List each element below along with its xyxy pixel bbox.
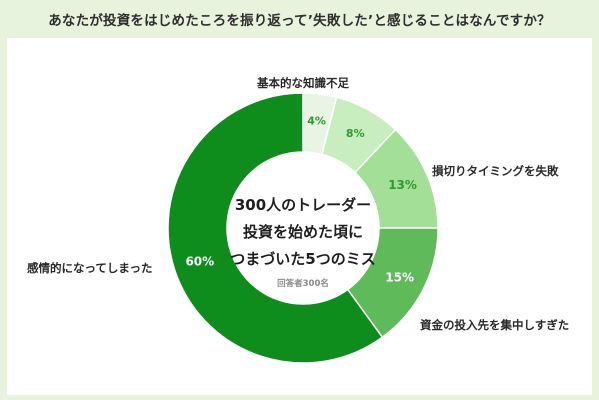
center-line-1: 300人のトレーダー [235,196,371,214]
category-label-knowledge: 基本的な知識不足 [256,76,349,90]
donut-chart: 4% 8% 13% 15% 60% 基本的な知識不足 損切りタイミングを失敗 資金の投入… [27,76,569,364]
slice-value-label-4: 15% [385,270,414,284]
slice-value-label-3: 13% [388,178,417,192]
slice-labels-layer: 4% 8% 13% 15% 60% [185,114,417,284]
slice-value-label-5: 60% [185,255,214,269]
category-label-concentration: 資金の投入先を集中しすぎた [420,318,569,332]
slices-layer [167,92,439,364]
slice-value-label-1: 4% [307,114,326,127]
center-line-3: つまづいた5つのミス [230,250,375,268]
center-line-2: 投資を始めた頃に [243,223,363,241]
category-label-stoploss: 損切りタイミングを失敗 [432,164,559,178]
chart-title: あなたが投資をはじめたころを振り返って’失敗した’と感じることはなんですか？ [48,13,551,29]
slice-value-label-2: 8% [346,127,365,140]
chart-panel: 4% 8% 13% 15% 60% 基本的な知識不足 損切りタイミングを失敗 資金の投入… [7,38,592,395]
donut-slice-5 [167,92,384,364]
category-label-emotional: 感情的になってしまった [27,261,152,275]
respondent-count-note: 回答者300名 [277,278,329,289]
